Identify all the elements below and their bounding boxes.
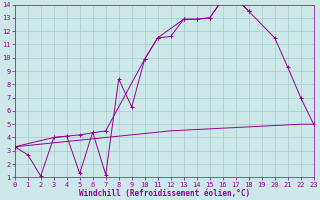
X-axis label: Windchill (Refroidissement éolien,°C): Windchill (Refroidissement éolien,°C)	[79, 189, 250, 198]
